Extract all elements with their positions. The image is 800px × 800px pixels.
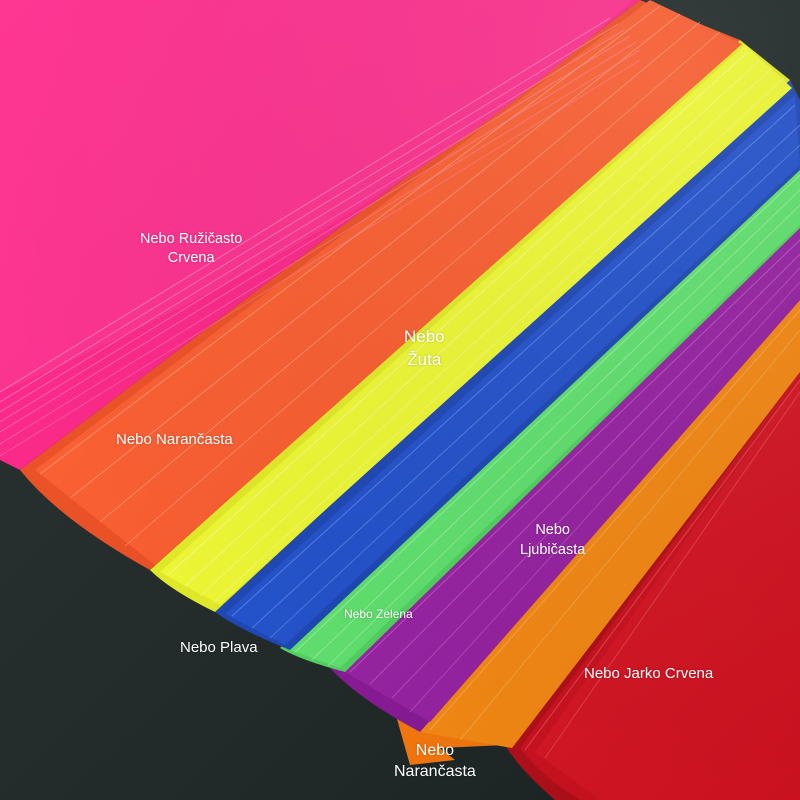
label-orange-line-1: Nebo Narančasta bbox=[116, 431, 233, 448]
label-orange2-line-2: Narančasta bbox=[394, 762, 476, 780]
label-blue: Nebo Plava bbox=[180, 638, 258, 658]
label-orange: Nebo Narančasta bbox=[116, 430, 233, 450]
label-yellow: Nebo Žuta bbox=[404, 326, 445, 372]
label-purple: Nebo Ljubičasta bbox=[520, 521, 585, 560]
label-pink-line-1: Nebo Ružičasto bbox=[140, 231, 243, 247]
label-green-line-1: Nebo Zelena bbox=[344, 607, 413, 621]
label-yellow-line-2: Žuta bbox=[407, 349, 442, 369]
label-bright-red: Nebo Jarko Crvena bbox=[584, 664, 713, 684]
label-green: Nebo Zelena bbox=[344, 607, 413, 623]
label-red-line-1: Nebo Jarko Crvena bbox=[584, 665, 714, 682]
label-yellow-line-1: Nebo bbox=[404, 327, 445, 346]
label-pink-line-2: Crvena bbox=[167, 249, 215, 266]
label-blue-line-1: Nebo Plava bbox=[180, 639, 258, 656]
label-light-orange: Nebo Narančasta bbox=[394, 741, 476, 783]
label-orange2-line-1: Nebo bbox=[415, 742, 455, 759]
label-purple-line-1: Nebo bbox=[535, 522, 570, 538]
label-purple-line-2: Ljubičasta bbox=[520, 541, 586, 558]
label-pink-red: Nebo Ružičasto Crvena bbox=[140, 230, 242, 268]
